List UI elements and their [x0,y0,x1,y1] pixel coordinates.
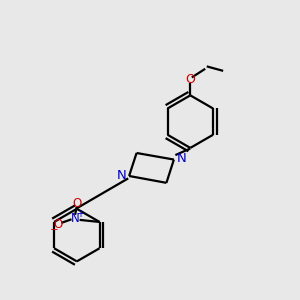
Text: O: O [185,73,195,86]
Text: N: N [177,152,187,165]
Text: +: + [76,208,85,219]
Text: N: N [117,169,127,182]
Text: O: O [72,197,81,210]
Text: O: O [53,218,62,231]
Text: N: N [71,212,80,225]
Text: −: − [50,225,58,235]
